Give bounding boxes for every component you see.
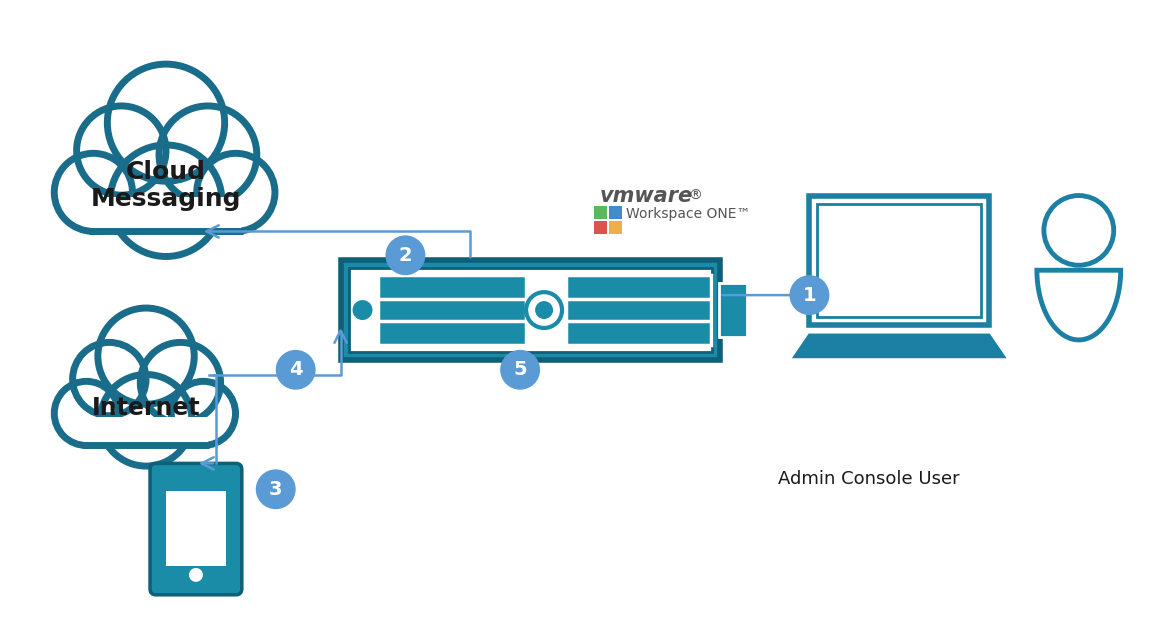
Circle shape bbox=[76, 106, 165, 195]
Circle shape bbox=[73, 343, 146, 415]
Circle shape bbox=[189, 568, 202, 582]
FancyBboxPatch shape bbox=[150, 464, 242, 595]
Circle shape bbox=[108, 64, 224, 181]
Bar bbox=[594, 206, 607, 219]
FancyBboxPatch shape bbox=[165, 491, 226, 566]
Circle shape bbox=[526, 292, 562, 328]
FancyBboxPatch shape bbox=[810, 195, 989, 325]
Text: 3: 3 bbox=[268, 480, 282, 499]
FancyBboxPatch shape bbox=[340, 260, 720, 360]
Text: 5: 5 bbox=[514, 360, 526, 379]
Circle shape bbox=[256, 469, 296, 509]
Bar bbox=[594, 221, 607, 235]
Circle shape bbox=[171, 381, 236, 446]
Circle shape bbox=[98, 308, 194, 404]
Bar bbox=[90, 197, 242, 230]
Bar bbox=[84, 417, 208, 444]
Circle shape bbox=[54, 381, 118, 446]
Circle shape bbox=[140, 343, 221, 422]
Polygon shape bbox=[795, 335, 1004, 357]
Text: 1: 1 bbox=[803, 285, 816, 305]
Circle shape bbox=[159, 106, 257, 204]
FancyBboxPatch shape bbox=[348, 268, 712, 352]
Bar bbox=[83, 411, 209, 446]
Circle shape bbox=[535, 301, 553, 319]
Text: 2: 2 bbox=[399, 246, 412, 265]
Bar bbox=[609, 206, 622, 219]
Text: vmware: vmware bbox=[600, 186, 693, 206]
Circle shape bbox=[353, 300, 373, 320]
Text: ®: ® bbox=[687, 188, 701, 203]
FancyBboxPatch shape bbox=[718, 283, 746, 338]
FancyBboxPatch shape bbox=[566, 275, 710, 345]
Circle shape bbox=[101, 374, 192, 466]
Circle shape bbox=[197, 153, 275, 231]
Text: 4: 4 bbox=[289, 360, 302, 379]
FancyBboxPatch shape bbox=[378, 275, 526, 345]
FancyBboxPatch shape bbox=[818, 204, 981, 317]
Circle shape bbox=[275, 350, 316, 390]
Text: Internet: Internet bbox=[91, 395, 200, 420]
Circle shape bbox=[110, 145, 222, 257]
Bar bbox=[89, 190, 243, 231]
Text: Cloud
Messaging: Cloud Messaging bbox=[90, 159, 242, 212]
Circle shape bbox=[385, 235, 426, 275]
Circle shape bbox=[500, 350, 540, 390]
Text: Admin Console User: Admin Console User bbox=[779, 470, 960, 488]
Bar bbox=[609, 221, 622, 235]
Text: Workspace ONE™: Workspace ONE™ bbox=[626, 208, 750, 221]
Circle shape bbox=[54, 153, 132, 231]
Circle shape bbox=[789, 275, 830, 315]
